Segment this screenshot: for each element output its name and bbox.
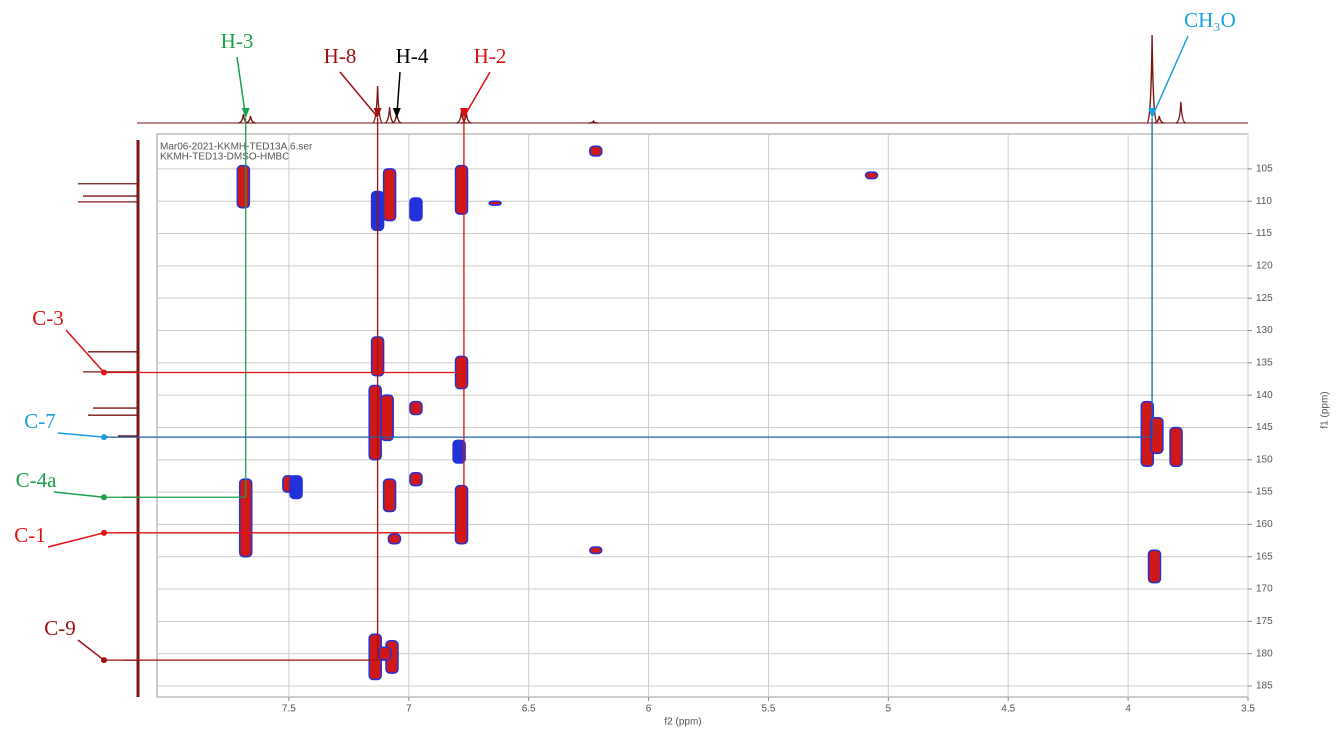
cross-peak — [409, 197, 423, 222]
y-tick-label: 130 — [1256, 325, 1273, 336]
x-axis-title: f2 (ppm) — [664, 717, 701, 728]
cross-peak — [236, 164, 251, 209]
x-tick-label: 4.5 — [1001, 704, 1015, 715]
projection-peak — [1154, 115, 1165, 124]
arrow — [463, 71, 491, 118]
arrow — [47, 532, 105, 548]
y-tick-label: 120 — [1256, 261, 1273, 272]
arrow-head — [101, 369, 107, 376]
cross-peak — [378, 646, 392, 661]
y-tick-label: 155 — [1256, 487, 1273, 498]
proton-label: H-3 — [221, 29, 254, 53]
arrow-head — [101, 434, 107, 441]
arrow-head — [1148, 108, 1157, 118]
arrow — [77, 639, 105, 661]
projection-peak — [1175, 101, 1187, 124]
arrow — [65, 329, 105, 374]
arrow — [57, 432, 105, 438]
cross-peak — [454, 164, 469, 215]
carbon-label: C-7 — [24, 409, 56, 433]
cross-peak — [382, 478, 397, 513]
cross-peak — [452, 439, 466, 464]
x-tick-label: 6.5 — [522, 704, 536, 715]
y-tick-label: 135 — [1256, 357, 1273, 368]
cross-peak — [1147, 549, 1162, 584]
y-tick-label: 115 — [1256, 228, 1272, 239]
y-tick-label: 145 — [1256, 422, 1273, 433]
arrow-head — [392, 108, 401, 118]
x-tick-label: 5 — [886, 704, 892, 715]
y-tick-label: 175 — [1256, 616, 1273, 627]
carbon-label: C-9 — [44, 616, 76, 640]
x-tick-label: 7 — [406, 704, 412, 715]
carbon-label: C-1 — [14, 523, 46, 547]
y-tick-label: 165 — [1256, 551, 1273, 562]
x-tick-label: 6 — [646, 704, 652, 715]
projection-peak — [238, 114, 249, 124]
y-tick-label: 170 — [1256, 584, 1273, 595]
cross-peak — [488, 200, 502, 206]
arrow-head — [459, 108, 468, 118]
y-tick-label: 105 — [1256, 164, 1273, 175]
y-tick-label: 150 — [1256, 454, 1273, 465]
x-tick-label: 4 — [1125, 704, 1131, 715]
arrow-head — [373, 108, 382, 118]
cross-peak — [864, 171, 879, 180]
cross-peak — [368, 384, 382, 461]
arrow-head — [101, 529, 107, 536]
arrow — [53, 491, 105, 499]
projection-peak — [384, 107, 395, 124]
projection-peak — [245, 115, 256, 124]
arrow-head — [101, 657, 107, 664]
cross-peak — [387, 533, 402, 545]
y-axis-title: f1 (ppm) — [1320, 391, 1331, 428]
cross-peak — [1169, 426, 1183, 467]
arrow — [236, 56, 247, 118]
cross-peak — [1150, 417, 1164, 455]
arrow — [339, 71, 379, 118]
cross-peak — [409, 471, 423, 487]
carbon-label: C-3 — [32, 306, 64, 330]
plot-frame — [156, 133, 1249, 698]
projection-peak — [588, 119, 599, 124]
proton-label: CH₃O — [1184, 8, 1236, 32]
cross-peak — [409, 400, 423, 416]
cross-peak — [589, 546, 603, 555]
x-tick-label: 7.5 — [282, 704, 296, 715]
arrow-head — [241, 108, 250, 118]
carbon-label: C-4a — [16, 468, 58, 492]
y-tick-label: 125 — [1256, 293, 1273, 304]
note: KKMH-TED13-DMSO-HMBC — [160, 152, 289, 163]
cross-peak — [454, 484, 469, 545]
y-tick-label: 185 — [1256, 681, 1273, 692]
y-tick-label: 140 — [1256, 390, 1273, 401]
note: Mar06-2021-KKMH-TED13A.6.ser — [160, 142, 313, 153]
cross-peak — [589, 145, 603, 157]
proton-label: H-8 — [324, 44, 357, 68]
y-tick-label: 160 — [1256, 519, 1273, 530]
cross-peak — [382, 168, 397, 222]
projection-peak — [372, 86, 383, 124]
arrow-head — [101, 494, 107, 501]
proton-label: H-2 — [474, 44, 507, 68]
cross-peak — [380, 394, 394, 442]
y-tick-label: 180 — [1256, 648, 1273, 659]
proton-label: H-4 — [396, 44, 429, 68]
arrow — [1151, 35, 1189, 118]
cross-peak — [289, 475, 303, 500]
projection-peak — [1146, 34, 1158, 124]
x-tick-label: 5.5 — [761, 704, 775, 715]
x-tick-label: 3.5 — [1241, 704, 1255, 715]
y-tick-label: 110 — [1256, 196, 1272, 207]
